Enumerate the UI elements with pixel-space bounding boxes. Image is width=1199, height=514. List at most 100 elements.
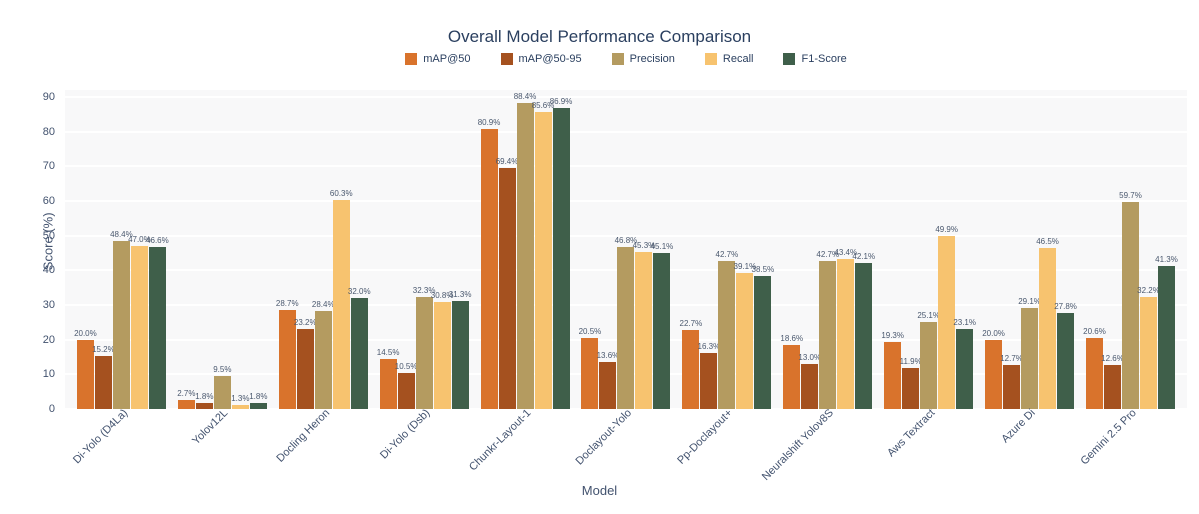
bar[interactable]: 69.4% [496, 157, 518, 409]
bar-group: 20.5% 13.6% 46.8% 45.3% 45.1% Doclayout-Yolo [574, 90, 673, 468]
bar[interactable]: 80.9% [478, 118, 500, 409]
value-label: 20.0% [74, 328, 97, 338]
bar[interactable]: 32.0% [348, 287, 371, 409]
value-label: 42.7% [715, 249, 739, 259]
plot-area: Score (%) 20.0% 15.2% 48.4% 47.0% 46.6% Di-Yo… [40, 90, 1187, 483]
bar[interactable]: 9.5% [213, 365, 231, 409]
value-label: 13.0% [798, 352, 822, 362]
legend-swatch-icon [405, 53, 418, 65]
value-label: 2.7% [177, 388, 196, 398]
bar[interactable]: 20.0% [982, 329, 1005, 409]
bar[interactable]: 27.8% [1054, 302, 1077, 409]
bar[interactable]: 45.3% [633, 241, 655, 409]
bar[interactable]: 29.1% [1018, 297, 1041, 409]
legend-swatch-icon [611, 53, 624, 65]
value-label: 49.9% [935, 225, 958, 235]
bar[interactable]: 31.3% [449, 290, 471, 409]
value-label: 27.8% [1054, 301, 1077, 311]
bar[interactable]: 13.0% [798, 353, 821, 409]
x-category-label: Chunkr-Layout-1 [467, 407, 534, 474]
bar[interactable]: 32.2% [1137, 286, 1160, 409]
bar[interactable]: 15.2% [92, 345, 115, 409]
bar[interactable]: 48.4% [110, 230, 133, 409]
bar[interactable]: 32.3% [413, 286, 435, 409]
bar[interactable]: 12.7% [1000, 354, 1023, 409]
bar[interactable]: 46.6% [146, 236, 169, 409]
bar[interactable]: 39.1% [734, 262, 756, 409]
bar[interactable]: 1.3% [231, 394, 249, 409]
value-label: 38.5% [751, 264, 775, 274]
bar-group: 20.0% 15.2% 48.4% 47.0% 46.6% Di-Yolo (D4La) [71, 90, 169, 466]
x-category-label: Azure Di [999, 407, 1039, 446]
legend-label: Precision [629, 53, 675, 65]
gridline [65, 408, 1187, 410]
value-label: 45.1% [650, 241, 674, 251]
y-tick-label: 90 [42, 91, 55, 103]
bar[interactable]: 19.3% [881, 331, 904, 409]
bar[interactable]: 49.9% [935, 225, 958, 409]
bar[interactable]: 59.7% [1119, 191, 1142, 409]
bar[interactable]: 45.1% [651, 242, 673, 409]
bar[interactable]: 2.7% [177, 389, 195, 409]
bar[interactable]: 18.6% [780, 334, 803, 409]
bar[interactable]: 86.9% [550, 97, 572, 409]
legend-item-recall[interactable]: Recall [704, 53, 753, 65]
bar[interactable]: 10.5% [395, 362, 417, 409]
bar[interactable]: 41.3% [1155, 255, 1178, 409]
value-label: 1.3% [231, 393, 250, 403]
value-label: 30.8% [430, 291, 454, 301]
legend-label: mAP@50-95 [518, 53, 582, 65]
bar[interactable]: 60.3% [330, 189, 353, 409]
bar[interactable]: 28.7% [276, 299, 299, 409]
legend-item-f1-score[interactable]: F1-Score [783, 53, 847, 65]
y-tick-label: 10 [42, 368, 55, 381]
bar[interactable]: 25.1% [917, 311, 940, 409]
bar[interactable]: 38.5% [752, 265, 774, 409]
legend-item-map-50[interactable]: mAP@50 [405, 53, 471, 65]
bar[interactable]: 20.6% [1083, 327, 1106, 409]
bar[interactable]: 1.8% [249, 392, 267, 409]
bar[interactable]: 88.4% [514, 92, 536, 409]
bar[interactable]: 23.1% [953, 318, 976, 409]
bar[interactable]: 42.7% [816, 250, 839, 409]
y-tick-label: 70 [42, 160, 55, 173]
bar[interactable]: 22.7% [680, 319, 702, 409]
bar[interactable]: 42.1% [852, 252, 875, 409]
y-tick-label: 60 [42, 195, 55, 207]
value-label: 12.7% [1000, 353, 1023, 363]
bar[interactable]: 16.3% [698, 342, 720, 409]
value-label: 18.6% [780, 333, 804, 343]
value-label: 20.0% [982, 328, 1005, 338]
value-label: 14.5% [376, 347, 400, 357]
bar[interactable]: 43.4% [834, 248, 857, 409]
value-label: 12.6% [1101, 354, 1124, 364]
bar[interactable]: 46.5% [1036, 237, 1059, 409]
bar-group: 80.9% 69.4% 88.4% 85.6% 86.9% Chunkr-Layout-1 [467, 90, 572, 474]
bar[interactable]: 85.6% [532, 101, 554, 409]
bar[interactable]: 14.5% [377, 348, 399, 409]
x-category-label: Aws Textract [884, 407, 938, 460]
value-label: 48.4% [110, 230, 133, 240]
bar[interactable]: 46.8% [615, 236, 637, 409]
bar[interactable]: 23.2% [294, 318, 317, 409]
bar[interactable]: 12.6% [1101, 354, 1124, 409]
bar[interactable]: 20.5% [579, 327, 601, 409]
value-label: 88.4% [513, 91, 537, 101]
bar[interactable]: 30.8% [431, 291, 453, 409]
bar[interactable]: 13.6% [597, 351, 619, 409]
bar[interactable]: 47.0% [128, 235, 151, 409]
legend-item-map-50-95[interactable]: mAP@50-95 [500, 53, 582, 65]
bar[interactable]: 20.0% [74, 329, 97, 409]
bar[interactable]: 42.7% [716, 250, 738, 409]
legend-item-precision[interactable]: Precision [611, 53, 675, 65]
value-label: 23.1% [953, 317, 976, 327]
bar[interactable]: 28.4% [312, 300, 335, 409]
y-tick-label: 40 [42, 264, 55, 277]
value-label: 15.2% [92, 345, 115, 355]
legend-label: mAP@50 [423, 53, 471, 65]
x-axis-title: Model [581, 483, 618, 498]
bar[interactable]: 1.8% [195, 392, 213, 409]
value-label: 1.8% [195, 391, 214, 401]
bar[interactable]: 11.9% [900, 357, 922, 409]
bar-group: 20.6% 12.6% 59.7% 32.2% 41.3% Gemini 2.5 Pro [1079, 90, 1178, 467]
